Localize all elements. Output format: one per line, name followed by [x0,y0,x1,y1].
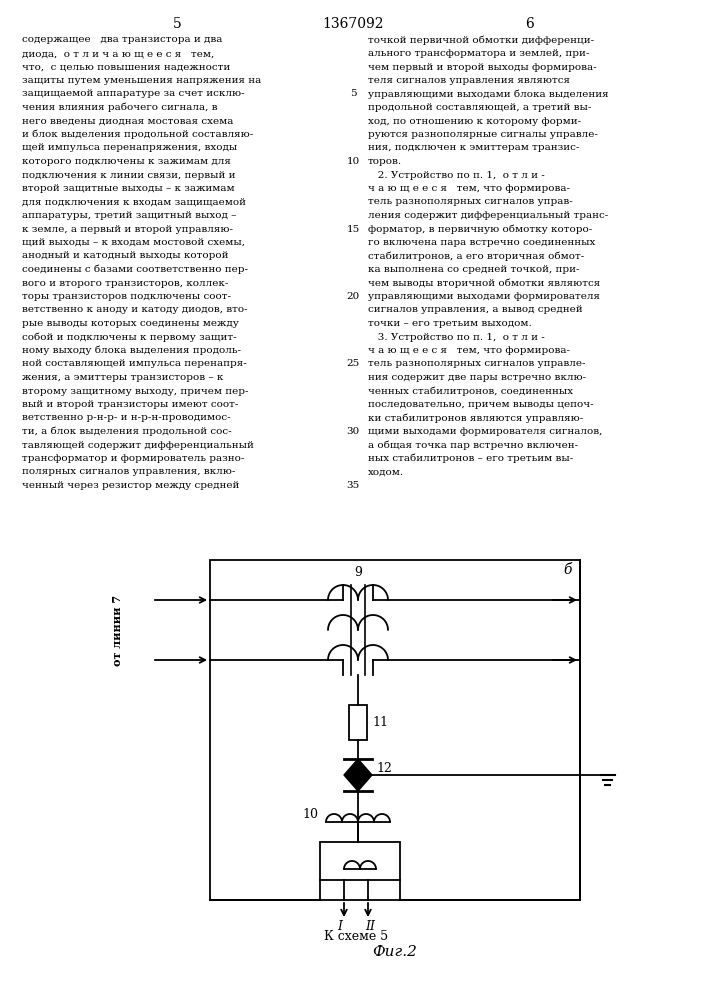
Text: 2. Устройство по п. 1,  о т л и -: 2. Устройство по п. 1, о т л и - [368,170,545,180]
Text: управляющими выходами блока выделения: управляющими выходами блока выделения [368,89,609,99]
Text: чем первый и второй выходы формирова-: чем первый и второй выходы формирова- [368,62,597,72]
Text: II: II [365,920,375,932]
Text: соединены с базами соответственно пер-: соединены с базами соответственно пер- [22,265,248,274]
Text: которого подключены к зажимам для: которого подключены к зажимам для [22,157,231,166]
Text: тавляющей содержит дифференциальный: тавляющей содержит дифференциальный [22,440,254,450]
Text: ния, подключен к эмиттерам транзис-: ния, подключен к эмиттерам транзис- [368,143,579,152]
Text: а общая точка пар встречно включен-: а общая точка пар встречно включен- [368,440,578,450]
Text: для подключения к входам защищаемой: для подключения к входам защищаемой [22,198,246,207]
Text: полярных сигналов управления, вклю-: полярных сигналов управления, вклю- [22,468,235,477]
Text: вого и второго транзисторов, коллек-: вого и второго транзисторов, коллек- [22,278,228,288]
Text: торы транзисторов подключены соот-: торы транзисторов подключены соот- [22,292,231,301]
Text: содержащее   два транзистора и два: содержащее два транзистора и два [22,35,223,44]
Text: ному выходу блока выделения продоль-: ному выходу блока выделения продоль- [22,346,241,355]
Text: сигналов управления, а вывод средней: сигналов управления, а вывод средней [368,306,583,314]
Polygon shape [344,759,372,775]
Text: второму защитному выходу, причем пер-: второму защитному выходу, причем пер- [22,386,248,395]
Text: тель разнополярных сигналов управле-: тель разнополярных сигналов управле- [368,360,585,368]
Text: щей импульса перенапряжения, входы: щей импульса перенапряжения, входы [22,143,238,152]
Text: форматор, в первичную обмотку которо-: форматор, в первичную обмотку которо- [368,224,592,234]
Text: ход, по отношению к которому форми-: ход, по отношению к которому форми- [368,116,581,125]
Text: ветственно к аноду и катоду диодов, вто-: ветственно к аноду и катоду диодов, вто- [22,306,247,314]
Text: продольной составляющей, а третий вы-: продольной составляющей, а третий вы- [368,103,591,112]
Bar [349,705,367,740]
Text: что,  с целью повышения надежности: что, с целью повышения надежности [22,62,230,72]
Text: точки – его третьим выходом.: точки – его третьим выходом. [368,319,532,328]
Text: 30: 30 [346,427,360,436]
Text: щими выходами формирователя сигналов,: щими выходами формирователя сигналов, [368,427,602,436]
Text: ального трансформатора и землей, при-: ального трансформатора и землей, при- [368,49,590,58]
Text: ной составляющей импульса перенапря-: ной составляющей импульса перенапря- [22,360,247,368]
Text: 12: 12 [376,762,392,776]
Text: от линии 7: от линии 7 [112,594,124,666]
Text: управляющими выходами формирователя: управляющими выходами формирователя [368,292,600,301]
Text: 35: 35 [346,481,360,490]
Polygon shape [344,775,372,791]
Text: ления содержит дифференциальный транс-: ления содержит дифференциальный транс- [368,211,608,220]
Text: второй защитные выходы – к зажимам: второй защитные выходы – к зажимам [22,184,235,193]
Text: б: б [563,563,572,577]
Text: 5: 5 [173,17,182,31]
Text: него введены диодная мостовая схема: него введены диодная мостовая схема [22,116,233,125]
Text: вый и второй транзисторы имеют соот-: вый и второй транзисторы имеют соот- [22,400,238,409]
Text: 6: 6 [525,17,534,31]
Bar [320,842,400,880]
Text: торов.: торов. [368,157,402,166]
Text: ния содержит две пары встречно вклю-: ния содержит две пары встречно вклю- [368,373,586,382]
Text: го включена пара встречно соединенных: го включена пара встречно соединенных [368,238,595,247]
Text: 25: 25 [346,360,360,368]
Text: 5: 5 [350,90,356,99]
Text: последовательно, причем выводы цепоч-: последовательно, причем выводы цепоч- [368,400,594,409]
Text: теля сигналов управления являются: теля сигналов управления являются [368,76,570,85]
Text: I: I [337,920,342,932]
Text: тель разнополярных сигналов управ-: тель разнополярных сигналов управ- [368,198,573,207]
Text: защиты путем уменьшения напряжения на: защиты путем уменьшения напряжения на [22,76,262,85]
Text: 11: 11 [372,716,388,729]
Text: рые выводы которых соединены между: рые выводы которых соединены между [22,319,239,328]
Text: защищаемой аппаратуре за счет исклю-: защищаемой аппаратуре за счет исклю- [22,90,245,99]
Text: анодный и катодный выходы которой: анодный и катодный выходы которой [22,251,228,260]
Text: ки стабилитронов являются управляю-: ки стабилитронов являются управляю- [368,413,583,423]
Text: точкой первичной обмотки дифференци-: точкой первичной обмотки дифференци- [368,35,594,45]
Text: К схеме 5: К схеме 5 [324,930,388,942]
Text: стабилитронов, а его вторичная обмот-: стабилитронов, а его вторичная обмот- [368,251,584,261]
Text: ных стабилитронов – его третьим вы-: ных стабилитронов – его третьим вы- [368,454,573,463]
Text: 1367092: 1367092 [322,17,384,31]
Text: 10: 10 [302,808,318,820]
Text: диода,  о т л и ч а ю щ е е с я   тем,: диода, о т л и ч а ю щ е е с я тем, [22,49,214,58]
Text: и блок выделения продольной составляю-: и блок выделения продольной составляю- [22,130,253,139]
Text: 15: 15 [346,225,360,233]
Bar [210,560,580,900]
Text: 3. Устройство по п. 1,  о т л и -: 3. Устройство по п. 1, о т л и - [368,332,545,342]
Text: чем выводы вторичной обмотки являются: чем выводы вторичной обмотки являются [368,278,600,288]
Text: щий выходы – к входам мостовой схемы,: щий выходы – к входам мостовой схемы, [22,238,245,247]
Text: трансформатор и формирователь разно-: трансформатор и формирователь разно- [22,454,245,463]
Text: 20: 20 [346,292,360,301]
Text: ченных стабилитронов, соединенных: ченных стабилитронов, соединенных [368,386,573,396]
Text: 10: 10 [346,157,360,166]
Text: аппаратуры, третий защитный выход –: аппаратуры, третий защитный выход – [22,211,236,220]
Text: чения влияния рабочего сигнала, в: чения влияния рабочего сигнала, в [22,103,218,112]
Text: ч а ю щ е е с я   тем, что формирова-: ч а ю щ е е с я тем, что формирова- [368,184,570,193]
Text: к земле, а первый и второй управляю-: к земле, а первый и второй управляю- [22,225,233,233]
Text: ка выполнена со средней точкой, при-: ка выполнена со средней точкой, при- [368,265,580,274]
Text: ченный через резистор между средней: ченный через резистор между средней [22,481,240,490]
Text: собой и подключены к первому защит-: собой и подключены к первому защит- [22,332,237,342]
Text: Фиг.2: Фиг.2 [373,945,417,959]
Text: ходом.: ходом. [368,468,404,477]
Text: руются разнополярные сигналы управле-: руются разнополярные сигналы управле- [368,130,598,139]
Text: ч а ю щ е е с я   тем, что формирова-: ч а ю щ е е с я тем, что формирова- [368,346,570,355]
Text: ветственно р-н-р- и н-р-н-проводимос-: ветственно р-н-р- и н-р-н-проводимос- [22,414,230,422]
Text: 9: 9 [354,566,362,580]
Text: ти, а блок выделения продольной сос-: ти, а блок выделения продольной сос- [22,427,232,436]
Text: подключения к линии связи, первый и: подключения к линии связи, первый и [22,170,235,180]
Text: жения, а эмиттеры транзисторов – к: жения, а эмиттеры транзисторов – к [22,373,223,382]
